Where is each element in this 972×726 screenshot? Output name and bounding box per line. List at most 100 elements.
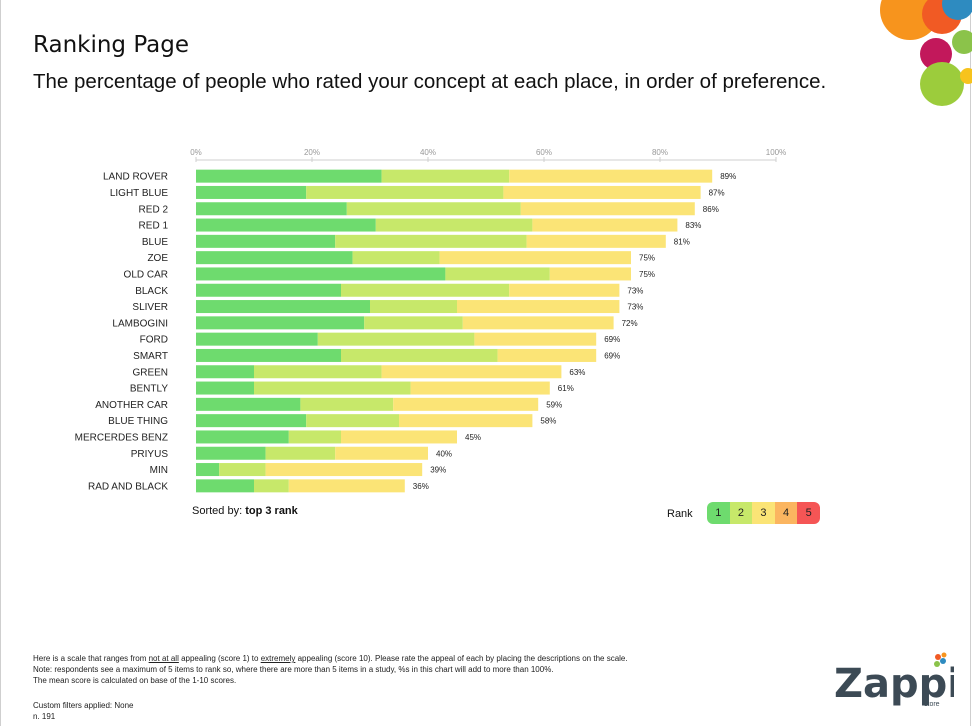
data-label: 40% — [436, 449, 452, 458]
data-label: 69% — [604, 335, 620, 344]
category-label: BLUE THING — [108, 416, 168, 427]
category-label: GREEN — [132, 367, 168, 378]
rank-legend-4: 4 — [774, 502, 798, 524]
category-label: SMART — [133, 351, 168, 362]
bar-rank-3 — [532, 218, 678, 232]
sorted-by-label: Sorted by: — [192, 505, 243, 517]
data-label: 36% — [413, 482, 429, 491]
decorative-color-splashes — [880, 0, 972, 106]
x-tick-label: 0% — [190, 148, 202, 157]
data-label: 59% — [546, 400, 562, 409]
bar-rank-3 — [509, 169, 713, 183]
bar-rank-1 — [196, 463, 220, 477]
category-label: FORD — [140, 335, 168, 346]
data-label: 63% — [569, 368, 585, 377]
footnote-max-items: Note: respondents see a maximum of 5 ite… — [33, 665, 554, 674]
bar-rank-2 — [445, 267, 550, 281]
bar-rank-2 — [375, 218, 533, 232]
bar-rank-2 — [335, 234, 527, 248]
bar-rank-2 — [341, 283, 510, 297]
custom-filters: Custom filters applied: None — [33, 701, 134, 710]
bar-rank-2 — [265, 446, 336, 460]
bar-rank-2 — [346, 202, 521, 216]
category-label: ZOE — [147, 253, 168, 264]
category-label: SLIVER — [132, 302, 168, 313]
bar-rank-1 — [196, 446, 266, 460]
bar-rank-2 — [300, 397, 394, 411]
data-label: 39% — [430, 466, 446, 475]
rank-legend: 1 2 3 4 5 — [707, 502, 820, 524]
rank-legend-2: 2 — [729, 502, 753, 524]
category-label: RED 1 — [139, 221, 169, 232]
rank-legend-5: 5 — [797, 502, 820, 524]
bar-rank-2 — [341, 348, 498, 362]
bar-rank-3 — [509, 283, 620, 297]
category-label: BLACK — [135, 286, 168, 297]
x-tick-label: 80% — [652, 148, 668, 157]
data-label: 81% — [674, 237, 690, 246]
data-label: 83% — [685, 221, 701, 230]
category-label: RED 2 — [139, 204, 169, 215]
bar-rank-2 — [288, 430, 341, 444]
bar-rank-1 — [196, 414, 307, 428]
bar-rank-2 — [306, 185, 504, 199]
bar-rank-1 — [196, 267, 446, 281]
bar-rank-3 — [341, 430, 457, 444]
bar-rank-2 — [219, 463, 266, 477]
bar-rank-3 — [549, 267, 631, 281]
data-label: 89% — [720, 172, 736, 181]
category-label: LAMBOGINI — [112, 318, 168, 329]
data-label: 75% — [639, 254, 655, 263]
data-label: 75% — [639, 270, 655, 279]
page-title: Ranking Page — [33, 32, 190, 58]
category-label: PRIYUS — [131, 449, 169, 460]
logo-subtext: store — [924, 701, 940, 708]
bar-rank-1 — [196, 397, 301, 411]
rank-legend-3: 3 — [752, 502, 775, 524]
x-tick-label: 100% — [766, 148, 786, 157]
bar-rank-3 — [410, 381, 550, 395]
category-label: LAND ROVER — [103, 172, 168, 183]
logo-text: Zappi — [834, 661, 954, 707]
bar-rank-2 — [364, 316, 463, 330]
bar-rank-3 — [462, 316, 614, 330]
bar-rank-2 — [317, 332, 475, 346]
rank-legend-title: Rank — [667, 508, 693, 520]
right-border — [970, 0, 971, 726]
bar-rank-3 — [399, 414, 533, 428]
bar-rank-1 — [196, 283, 341, 297]
bar-rank-2 — [254, 479, 289, 493]
sample-size: n. 191 — [33, 712, 56, 721]
bar-rank-3 — [526, 234, 666, 248]
bar-rank-2 — [352, 251, 440, 265]
sorted-by-value: top 3 rank — [245, 505, 298, 517]
data-label: 73% — [627, 286, 643, 295]
category-label: MIN — [150, 465, 168, 476]
bar-rank-3 — [503, 185, 701, 199]
filters-info: Custom filters applied: None n. 191 — [33, 700, 134, 722]
footnotes: Here is a scale that ranges from not at … — [33, 653, 628, 686]
data-label: 45% — [465, 433, 481, 442]
bar-rank-1 — [196, 169, 382, 183]
bar-rank-2 — [370, 300, 457, 314]
category-label: OLD CAR — [124, 269, 168, 280]
category-label: BLUE — [142, 237, 168, 248]
bar-rank-3 — [335, 446, 428, 460]
bar-rank-3 — [457, 300, 620, 314]
bar-rank-1 — [196, 430, 289, 444]
page-subtitle: The percentage of people who rated your … — [33, 70, 827, 93]
bar-rank-2 — [254, 365, 382, 379]
sorted-by: Sorted by: top 3 rank — [192, 505, 298, 517]
bar-rank-1 — [196, 332, 318, 346]
data-label: 61% — [558, 384, 574, 393]
bar-rank-3 — [497, 348, 597, 362]
bar-rank-1 — [196, 185, 307, 199]
bar-rank-1 — [196, 218, 376, 232]
bar-rank-3 — [439, 251, 631, 265]
data-label: 58% — [540, 417, 556, 426]
bar-rank-1 — [196, 381, 254, 395]
bar-rank-3 — [381, 365, 562, 379]
data-label: 72% — [622, 319, 638, 328]
data-label: 86% — [703, 205, 719, 214]
